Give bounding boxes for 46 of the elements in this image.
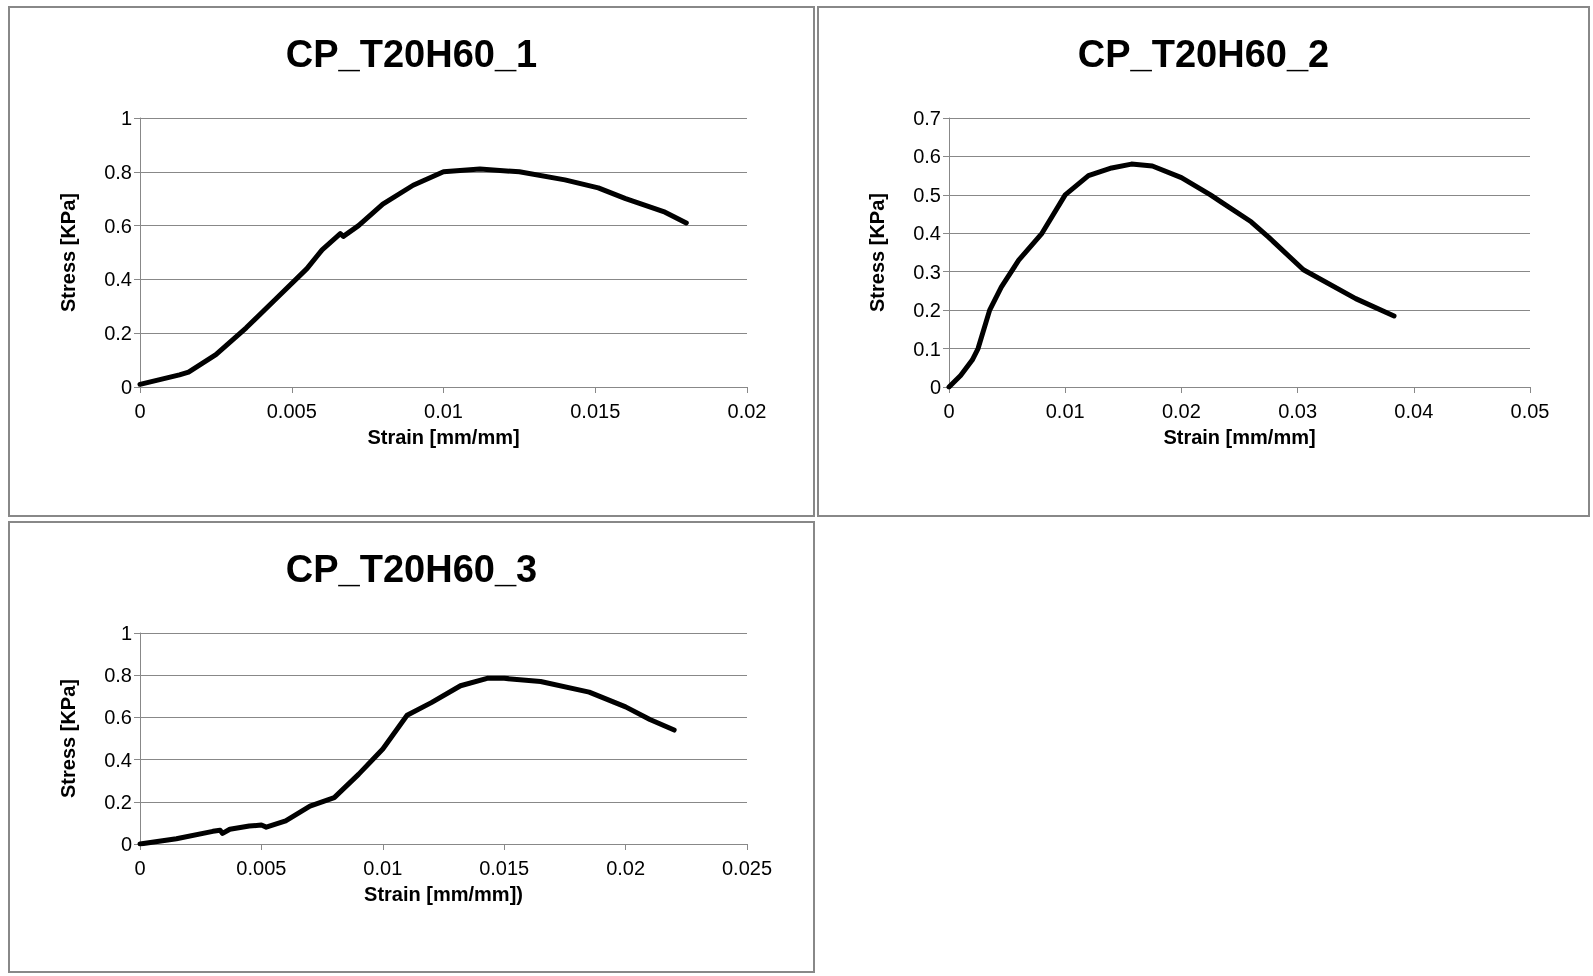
y-tick-label: 0.4: [104, 748, 132, 771]
y-axis-title: Stress [KPa]: [866, 193, 888, 312]
x-axis-title: Strain [mm/mm]): [364, 883, 523, 905]
y-tick-label: 0.2: [104, 322, 132, 345]
x-tick-label: 0: [134, 400, 146, 422]
x-tick-label: 0.025: [721, 857, 773, 879]
x-tick-label: 0.02: [1161, 400, 1201, 422]
y-tick-label: 0.6: [104, 214, 132, 237]
chart-title: CP_T20H60_1: [285, 33, 538, 75]
y-tick-label: 0.2: [104, 790, 132, 813]
y-tick-label: 0.3: [913, 260, 941, 283]
x-tick-label: 0.04: [1394, 400, 1434, 422]
y-tick-label: 0.4: [104, 268, 132, 291]
x-tick-label: 0.01: [1045, 400, 1085, 422]
y-tick-label: 0.2: [913, 299, 941, 322]
chart-title: CP_T20H60_3: [285, 548, 538, 590]
y-tick-label: 1: [120, 107, 132, 129]
x-tick-label: 0.01: [424, 400, 463, 422]
y-tick-label: 0.1: [913, 337, 941, 360]
y-tick-label: 0.7: [913, 107, 941, 129]
x-tick-label: 0.02: [727, 400, 767, 422]
y-tick-label: 0: [929, 376, 941, 398]
y-tick-label: 0.8: [104, 160, 132, 183]
x-tick-label: 0: [943, 400, 955, 422]
chart-title: CP_T20H60_2: [1077, 33, 1330, 75]
y-axis-title: Stress [KPa]: [57, 193, 79, 312]
y-tick-label: 0: [120, 376, 132, 398]
x-tick-label: 0.015: [570, 400, 621, 422]
x-axis-title: Strain [mm/mm]: [367, 426, 520, 448]
y-tick-label: 0.5: [913, 183, 941, 206]
x-tick-label: 0.01: [363, 857, 403, 879]
x-tick-label: 0: [134, 857, 146, 879]
y-axis-title: Stress [KPa]: [57, 679, 79, 798]
x-tick-label: 0.02: [606, 857, 646, 879]
x-tick-label: 0.03: [1278, 400, 1318, 422]
y-tick-label: 0: [120, 833, 132, 855]
x-axis-title: Strain [mm/mm]: [1163, 426, 1316, 448]
x-tick-label: 0.05: [1510, 400, 1550, 422]
x-tick-label: 0.015: [479, 857, 530, 879]
x-tick-label: 0.005: [236, 857, 287, 879]
y-tick-label: 0.6: [913, 145, 941, 168]
y-tick-label: 0.4: [913, 222, 941, 245]
y-tick-label: 1: [120, 622, 132, 644]
y-tick-label: 0.6: [104, 706, 132, 729]
y-tick-label: 0.8: [104, 664, 132, 687]
x-tick-label: 0.005: [266, 400, 317, 422]
